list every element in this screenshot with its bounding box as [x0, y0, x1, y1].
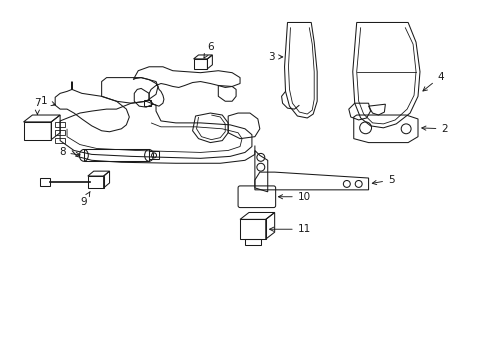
- Text: 1: 1: [41, 96, 56, 106]
- Text: 3: 3: [268, 52, 282, 62]
- Text: 4: 4: [422, 72, 443, 91]
- Text: 7: 7: [34, 98, 41, 114]
- Text: 11: 11: [269, 224, 310, 234]
- Text: 6: 6: [203, 42, 213, 58]
- Text: 9: 9: [81, 192, 90, 207]
- Text: 8: 8: [59, 148, 80, 157]
- Text: 2: 2: [421, 124, 447, 134]
- Text: 10: 10: [278, 192, 310, 202]
- Text: 5: 5: [371, 175, 394, 185]
